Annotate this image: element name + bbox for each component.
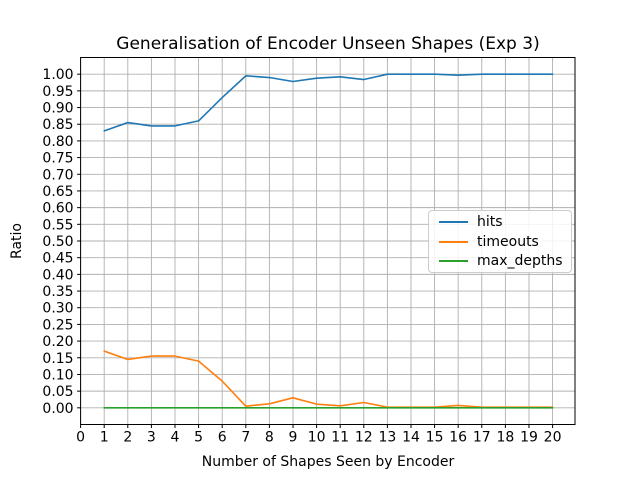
y-tick-label: 0.55 — [42, 217, 73, 233]
y-tick-label: 0.90 — [42, 101, 73, 117]
chart-title: Generalisation of Encoder Unseen Shapes … — [116, 34, 540, 54]
y-tick-label: 1.00 — [42, 67, 73, 83]
x-tick-label: 15 — [426, 430, 444, 446]
y-tick-label: 0.80 — [42, 134, 73, 150]
x-tick-label: 2 — [123, 430, 132, 446]
x-tick-label: 18 — [496, 430, 514, 446]
x-tick-label: 7 — [241, 430, 250, 446]
series-line-hits — [103, 73, 554, 132]
y-tick-label: 0.85 — [42, 117, 73, 133]
y-tick-label: 0.30 — [42, 301, 73, 317]
x-tick-label: 19 — [520, 430, 538, 446]
y-tick-label: 0.15 — [42, 351, 73, 367]
y-tick-label: 0.10 — [42, 367, 73, 383]
x-tick-label: 13 — [378, 430, 396, 446]
legend-label: timeouts — [477, 233, 539, 250]
y-tick-label: 0.05 — [42, 384, 73, 400]
legend-label: hits — [477, 214, 503, 231]
hits-line-swatch — [439, 221, 468, 224]
y-tick-label: 0.95 — [42, 84, 73, 100]
x-tick-label: 10 — [308, 430, 326, 446]
y-tick-label: 0.75 — [42, 151, 73, 167]
x-tick-label: 9 — [289, 430, 298, 446]
legend: hits timeouts max_depths — [428, 210, 572, 273]
series-line-timeouts — [103, 350, 554, 408]
y-tick-label: 0.60 — [42, 201, 73, 217]
x-tick-label: 5 — [194, 430, 203, 446]
x-tick-label: 1 — [100, 430, 109, 446]
x-tick-label: 11 — [331, 430, 349, 446]
y-tick-label: 0.45 — [42, 251, 73, 267]
x-tick-label: 16 — [449, 430, 467, 446]
x-tick-label: 14 — [402, 430, 420, 446]
legend-item-max-depths: max_depths — [429, 253, 571, 269]
legend-item-hits: hits — [429, 214, 571, 230]
y-tick-label: 0.40 — [42, 267, 73, 283]
y-tick-label: 0.00 — [42, 401, 73, 417]
x-tick-label: 12 — [355, 430, 373, 446]
legend-label: max_depths — [477, 252, 563, 269]
x-tick-label: 8 — [265, 430, 274, 446]
y-tick-label: 0.50 — [42, 234, 73, 250]
x-tick-label: 6 — [218, 430, 227, 446]
timeouts-line-swatch — [439, 240, 468, 243]
y-tick-label: 0.25 — [42, 317, 73, 333]
y-tick-label: 0.70 — [42, 167, 73, 183]
x-tick-label: 0 — [76, 430, 85, 446]
y-tick-label: 0.65 — [42, 184, 73, 200]
x-tick-label: 4 — [171, 430, 180, 446]
y-tick-label: 0.20 — [42, 334, 73, 350]
max-depths-line-swatch — [439, 259, 468, 262]
x-axis-label: Number of Shapes Seen by Encoder — [201, 454, 455, 470]
y-axis-label: Ratio — [9, 223, 25, 259]
x-tick-label: 3 — [147, 430, 156, 446]
x-tick-label: 17 — [473, 430, 491, 446]
legend-item-timeouts: timeouts — [429, 234, 571, 250]
x-tick-label: 20 — [544, 430, 562, 446]
y-tick-label: 0.35 — [42, 284, 73, 300]
